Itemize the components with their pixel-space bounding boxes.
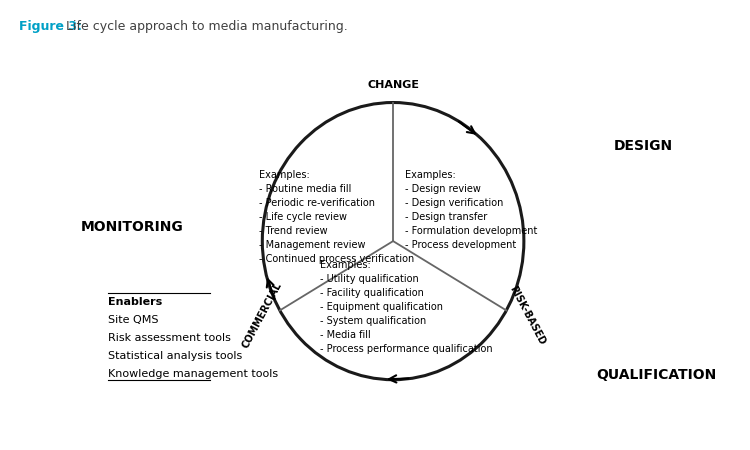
Text: Life cycle approach to media manufacturing.: Life cycle approach to media manufacturi… (62, 20, 348, 33)
Text: Examples:
- Design review
- Design verification
- Design transfer
- Formulation : Examples: - Design review - Design verif… (405, 170, 537, 250)
Text: QUALIFICATION: QUALIFICATION (596, 368, 717, 382)
Ellipse shape (262, 103, 524, 380)
Text: Statistical analysis tools: Statistical analysis tools (108, 351, 242, 360)
Text: Risk assessment tools: Risk assessment tools (108, 333, 231, 342)
Text: Enablers: Enablers (108, 297, 163, 306)
Text: RISK-BASED: RISK-BASED (507, 284, 547, 347)
Text: DESIGN: DESIGN (614, 139, 673, 153)
Text: COMMERCIAL: COMMERCIAL (241, 281, 284, 351)
Text: Examples:
- Utility qualification
- Facility qualification
- Equipment qualifica: Examples: - Utility qualification - Faci… (320, 260, 493, 354)
Text: CHANGE: CHANGE (367, 81, 419, 90)
Text: Figure 3:: Figure 3: (19, 20, 82, 33)
Text: MONITORING: MONITORING (81, 220, 184, 234)
Text: Knowledge management tools: Knowledge management tools (108, 369, 278, 378)
Text: Examples:
- Routine media fill
- Periodic re-verification
- Life cycle review
- : Examples: - Routine media fill - Periodi… (260, 170, 415, 264)
Text: Site QMS: Site QMS (108, 315, 159, 324)
